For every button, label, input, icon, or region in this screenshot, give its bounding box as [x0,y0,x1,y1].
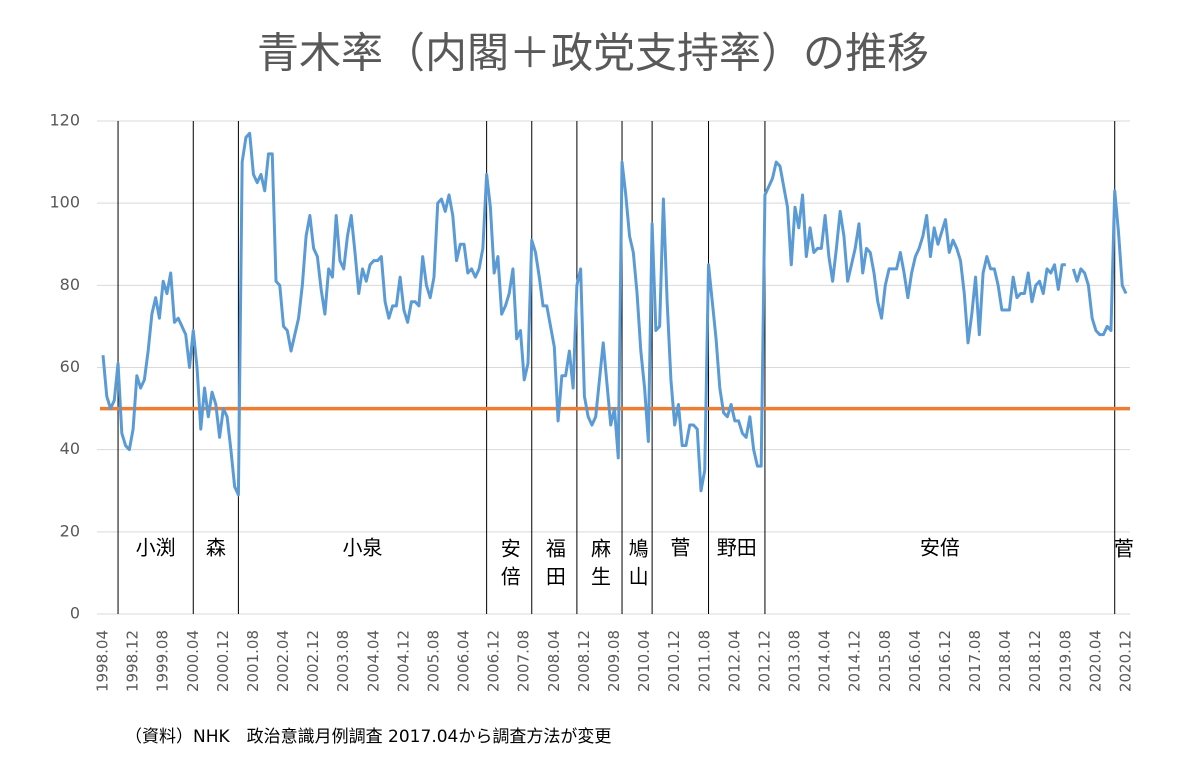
era-label: 小渕 [136,536,176,560]
x-tick-label: 2002.04 [274,630,292,692]
y-tick-label: 40 [60,439,80,458]
x-tick-label: 2000.04 [184,630,202,692]
x-tick-label: 2018.04 [996,630,1014,692]
y-tick-label: 80 [60,275,80,294]
era-label: 野田 [717,536,757,560]
y-tick-label: 120 [49,111,80,130]
era-label: 安倍 [497,538,521,594]
x-tick-label: 2010.12 [665,630,683,692]
era-label: 鳩山 [625,538,649,594]
x-tick-label: 2005.08 [424,630,442,692]
era-label: 小泉 [343,536,383,560]
x-tick-label: 2000.12 [214,630,232,692]
x-tick-label: 2012.12 [755,630,773,692]
x-tick-label: 2017.08 [966,630,984,692]
x-tick-label: 2011.08 [695,630,713,692]
x-tick-label: 2014.04 [816,630,834,692]
x-tick-label: 2013.08 [786,630,804,692]
y-tick-label: 0 [70,604,80,623]
x-tick-label: 2012.04 [725,630,743,692]
x-tick-label: 2018.12 [1026,630,1044,692]
x-tick-label: 2010.04 [635,630,653,692]
x-tick-label: 2006.04 [455,630,473,692]
x-tick-label: 2004.04 [364,630,382,692]
x-tick-label: 2006.12 [485,630,503,692]
chart-title: 青木率（内閣＋政党支持率）の推移 [257,29,929,78]
y-tick-label: 60 [60,357,80,376]
x-tick-label: 1998.12 [124,630,142,692]
era-label: 森 [206,536,226,560]
source-note: （資料）NHK 政治意識月例調査 2017.04から調査方法が変更 [125,727,611,747]
x-tick-label: 2016.04 [906,630,924,692]
x-tick-label: 2003.08 [334,630,352,692]
x-tick-label: 2016.12 [936,630,954,692]
era-label: 菅 [670,536,690,560]
era-label: 麻生 [587,538,611,594]
y-tick-label: 100 [49,193,80,212]
y-tick-label: 20 [60,521,80,540]
x-tick-label: 1999.08 [154,630,172,692]
data-line [101,131,1128,497]
x-tick-label: 2009.08 [605,630,623,692]
x-tick-label: 2020.12 [1117,630,1135,692]
x-tick-label: 2019.08 [1056,630,1074,692]
x-tick-label: 2015.08 [876,630,894,692]
era-label: 菅 [1110,538,1134,566]
x-tick-label: 1998.04 [94,630,112,692]
era-label: 安倍 [920,536,960,560]
x-tick-label: 2004.12 [394,630,412,692]
x-tick-label: 2014.12 [846,630,864,692]
x-tick-label: 2020.04 [1086,630,1104,692]
x-tick-label: 2001.08 [244,630,262,692]
x-tick-label: 2002.12 [304,630,322,692]
x-tick-label: 2008.04 [545,630,563,692]
x-tick-label: 2008.12 [575,630,593,692]
x-tick-label: 2007.08 [515,630,533,692]
era-label: 福田 [542,538,566,594]
